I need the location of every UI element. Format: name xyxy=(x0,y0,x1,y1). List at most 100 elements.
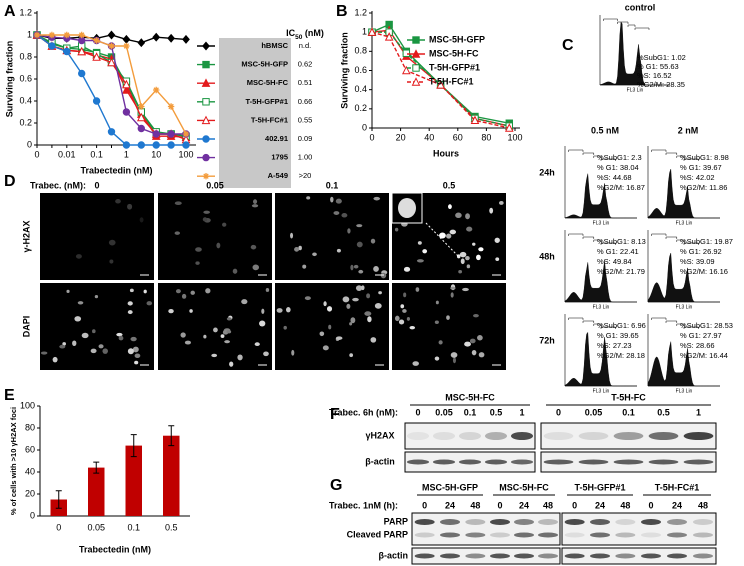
nucleus xyxy=(353,264,359,269)
micrograph xyxy=(158,193,272,280)
x-tick-label: 60 xyxy=(453,132,463,142)
group-label: T-5H-FC xyxy=(611,392,646,402)
blot-band xyxy=(490,553,510,559)
legend-label: T-5H-GFP#1 xyxy=(245,97,288,106)
data-point xyxy=(384,32,394,41)
x-axis-label: Trabectedin (nM) xyxy=(79,544,151,554)
blot-band xyxy=(514,553,534,559)
gate xyxy=(676,239,685,242)
nucleus xyxy=(312,252,317,257)
nucleus xyxy=(347,228,351,234)
legend-header-part: 50 xyxy=(295,34,303,41)
nucleus xyxy=(75,254,82,259)
flow-stat: %G2/M: 28.18 xyxy=(597,351,645,360)
nucleus xyxy=(350,264,354,271)
legend-marker xyxy=(202,41,210,51)
error-bar xyxy=(55,490,62,509)
data-point xyxy=(107,30,116,40)
nucleus xyxy=(349,322,353,326)
blot-band xyxy=(465,519,486,525)
blot-frame xyxy=(404,451,536,473)
group-label: MSC-5H-FC xyxy=(499,482,549,492)
lane-label: 0.05 xyxy=(585,407,603,417)
flow-stat: %SubG1: 8.13 xyxy=(597,237,646,246)
data-point xyxy=(48,42,56,50)
nucleus xyxy=(81,332,89,339)
lane-label: 48 xyxy=(620,500,630,510)
x-tick-label: 0.01 xyxy=(58,149,76,159)
nucleus xyxy=(364,311,372,316)
data-point xyxy=(436,80,445,89)
nucleus xyxy=(181,293,187,299)
blot-band xyxy=(615,519,636,525)
lane-label: 0 xyxy=(648,500,653,510)
histogram-axis-label: FL3 Lin xyxy=(676,304,693,310)
blot-band xyxy=(543,432,574,440)
blot-band xyxy=(641,519,661,525)
blot-band xyxy=(667,519,687,525)
legend-header: IC50 (nM) xyxy=(286,28,324,41)
nucleus xyxy=(489,207,494,214)
inset-nucleus xyxy=(398,198,416,218)
panel-letter: D xyxy=(4,173,16,190)
nucleus xyxy=(302,264,307,269)
panel-letter: G xyxy=(330,477,342,494)
gate xyxy=(683,158,699,161)
nucleus xyxy=(476,254,481,261)
lane-label: 1 xyxy=(519,407,524,417)
histogram-axis-label: FL3 Lin xyxy=(593,220,610,226)
gate xyxy=(600,242,616,245)
data-point xyxy=(470,115,480,125)
micrograph xyxy=(40,193,154,280)
lane-label: 1 xyxy=(696,407,701,417)
bar xyxy=(163,435,180,516)
nucleus xyxy=(130,336,137,342)
nucleus xyxy=(330,196,334,203)
nucleus xyxy=(328,324,332,330)
data-point xyxy=(137,124,146,133)
nucleus xyxy=(495,257,500,262)
data-point xyxy=(138,103,145,110)
nucleus xyxy=(472,242,476,246)
nucleus xyxy=(222,222,227,227)
gate xyxy=(676,155,685,158)
flow-stat: %SubG1: 2.3 xyxy=(597,153,642,162)
nucleus xyxy=(168,309,174,314)
y-tick-label: 0 xyxy=(30,510,35,520)
flow-stat: %S: 49.84 xyxy=(597,257,632,266)
panel-letter: E xyxy=(4,387,15,404)
flow-stat: %S: 42.02 xyxy=(680,173,715,182)
gate xyxy=(568,317,584,320)
flow-stat: %SubG1: 1.02 xyxy=(637,53,686,62)
legend-marker xyxy=(411,77,421,86)
nucleus xyxy=(237,354,243,361)
series-line xyxy=(36,34,187,137)
nucleus xyxy=(139,217,144,223)
blot-band xyxy=(514,519,534,525)
x-tick-label: 40 xyxy=(424,132,434,142)
nucleus xyxy=(439,232,446,239)
blot-band xyxy=(693,519,713,525)
gate xyxy=(651,233,667,236)
nucleus xyxy=(335,336,343,340)
nucleus xyxy=(291,349,295,356)
flow-stat: %SubG1: 6.96 xyxy=(597,321,646,330)
flow-stat: %G2/M: 16.44 xyxy=(680,351,728,360)
data-point xyxy=(182,130,190,138)
series-line xyxy=(37,34,187,135)
legend-ic50: 1.00 xyxy=(298,153,313,162)
nucleus xyxy=(449,229,457,235)
nucleus xyxy=(361,285,365,291)
y-tick-label: 80 xyxy=(25,422,35,432)
nucleus xyxy=(374,302,382,309)
nucleus xyxy=(406,317,410,321)
nucleus xyxy=(203,210,210,214)
gate xyxy=(665,152,678,155)
flow-stat: %SubG1: 28.53 xyxy=(680,321,733,330)
error-bar xyxy=(130,434,137,458)
flow-stat: %G2/M: 28.35 xyxy=(637,80,685,89)
nucleus xyxy=(98,344,104,349)
blot-band xyxy=(543,459,574,465)
nucleus xyxy=(253,199,258,204)
nucleus xyxy=(109,259,114,264)
